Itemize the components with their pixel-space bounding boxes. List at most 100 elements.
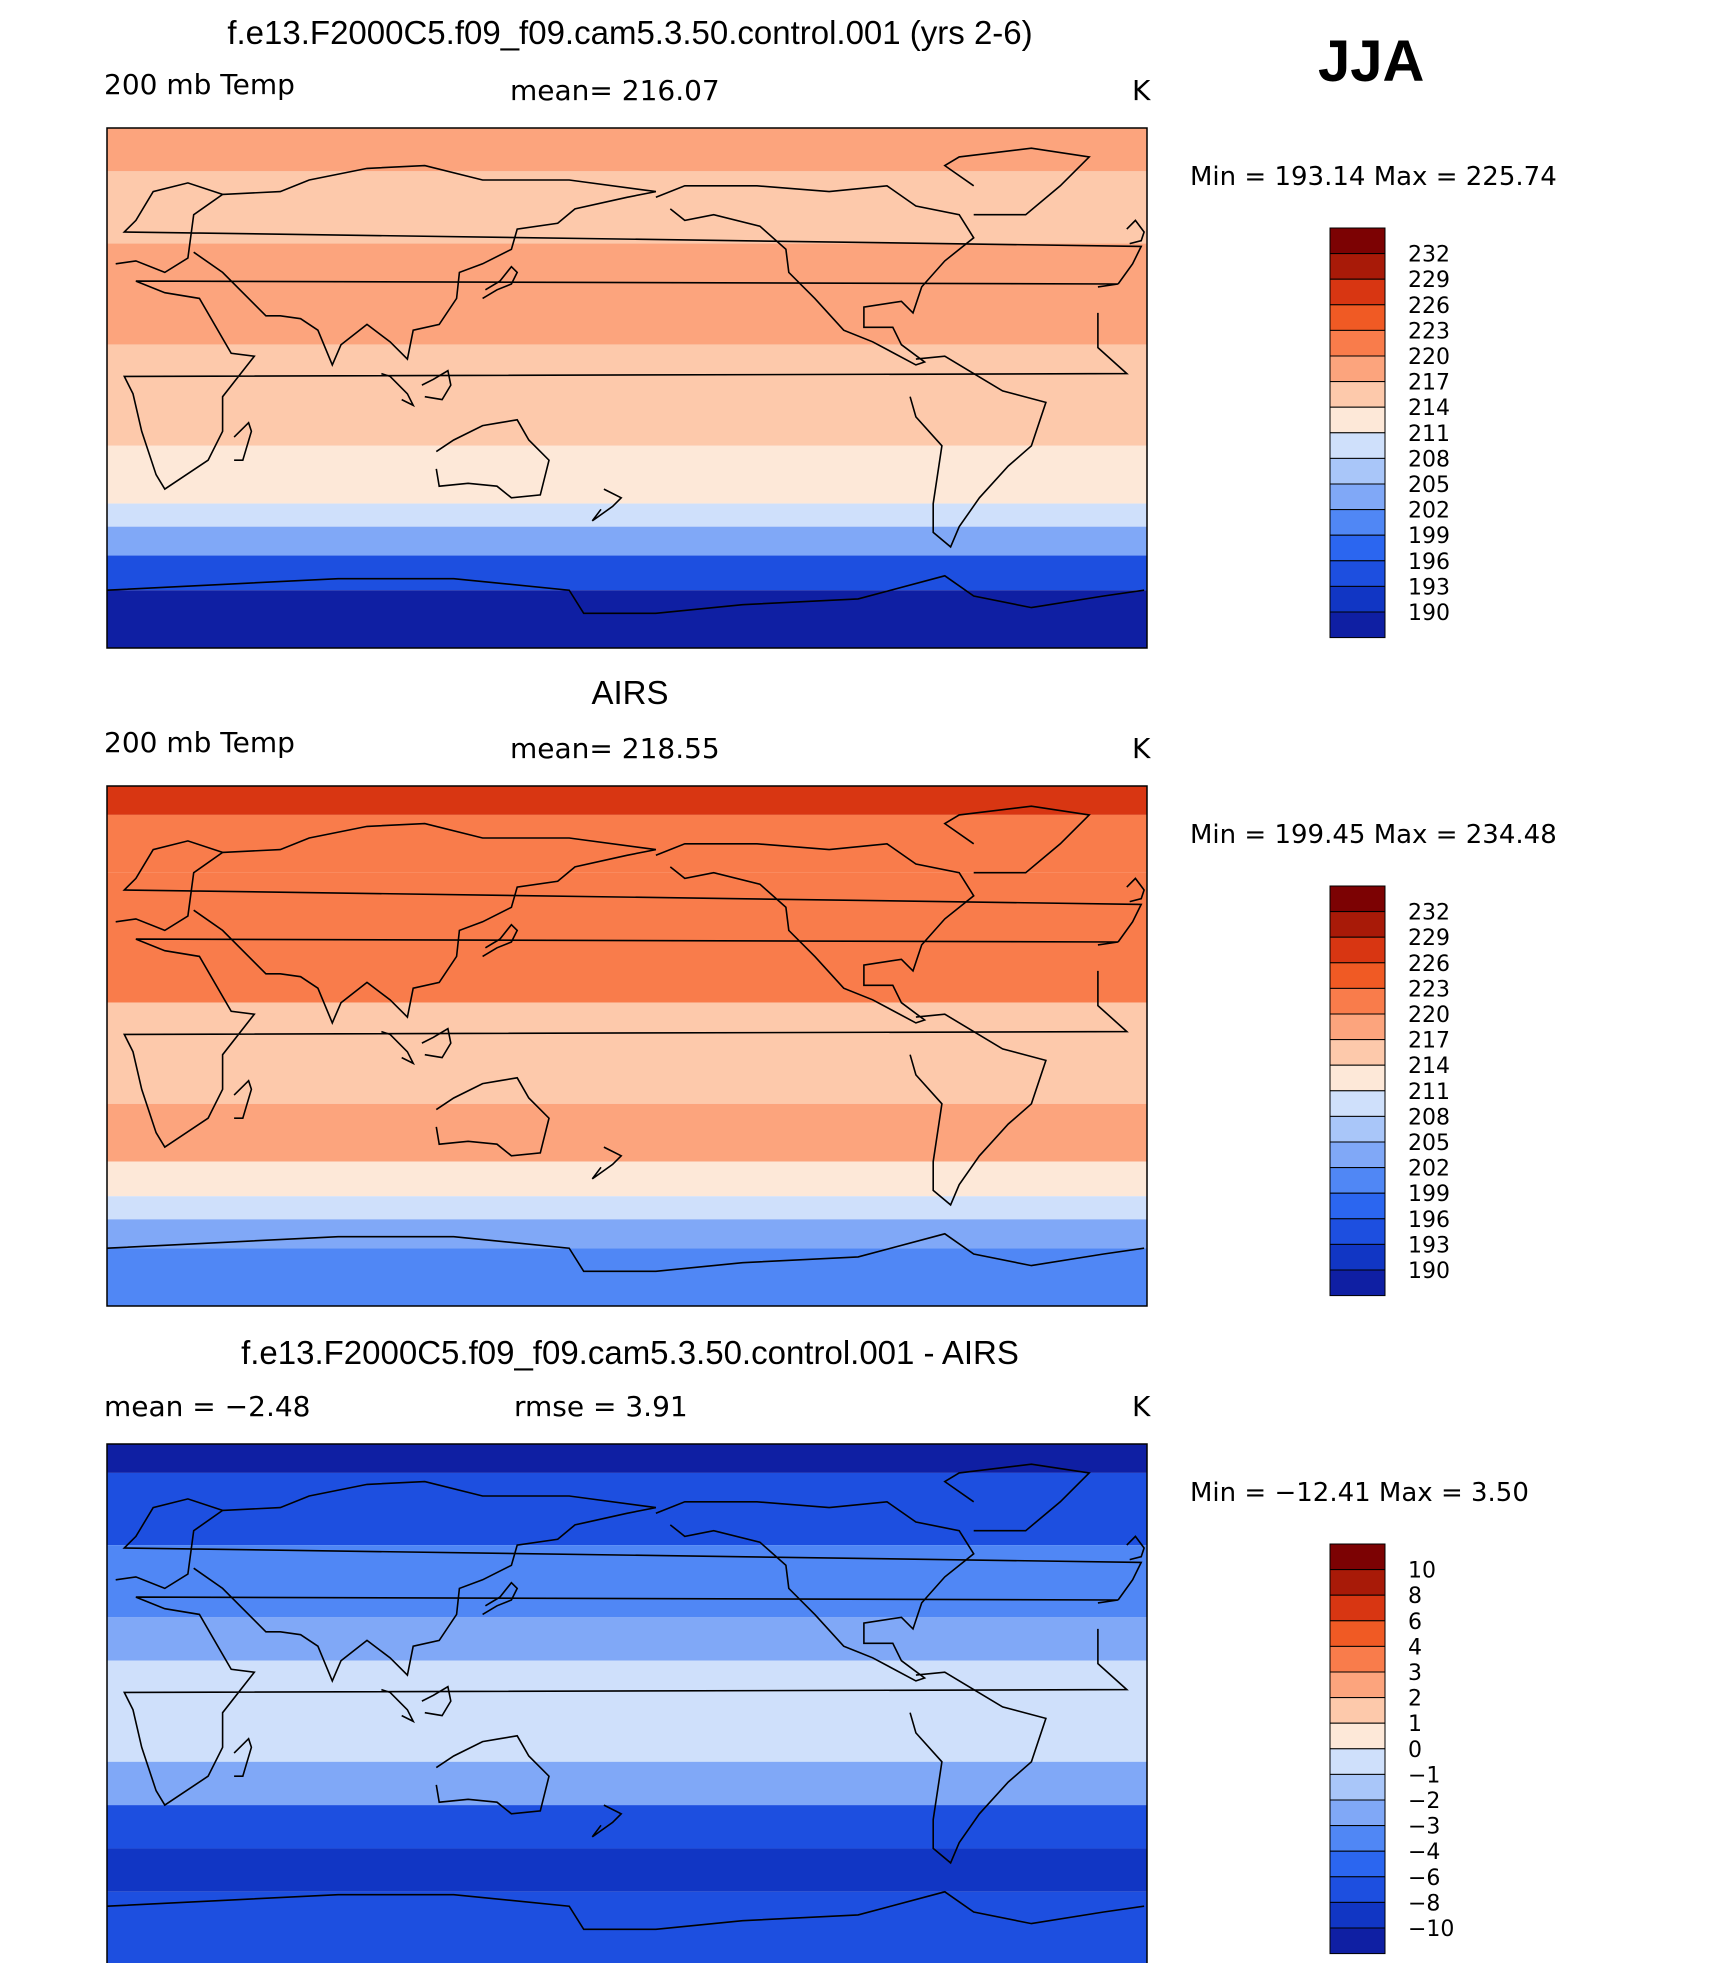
colorbar-swatch xyxy=(1329,1825,1386,1852)
coastline-11 xyxy=(591,1804,623,1838)
colorbar-label: 205 xyxy=(1408,473,1450,498)
colorbar-label: 8 xyxy=(1408,1584,1422,1609)
colorbar-label: 199 xyxy=(1408,524,1450,549)
panel-mean-obs: mean= 218.55 xyxy=(510,732,720,765)
coastline-8 xyxy=(482,265,519,300)
coastline-12 xyxy=(421,1027,452,1059)
colorbar-label: 2 xyxy=(1408,1687,1422,1712)
panel-units-diff: K xyxy=(1132,1390,1151,1423)
coastline-6 xyxy=(943,147,1091,216)
colorbar-swatch xyxy=(1329,560,1386,587)
panel-mean-model: mean= 216.07 xyxy=(510,74,720,107)
minmax-model: Min = 193.14 Max = 225.74 xyxy=(1190,162,1557,192)
colorbar-swatch xyxy=(1329,329,1386,357)
map-panel-obs xyxy=(106,785,1148,1307)
colorbar-swatch xyxy=(1329,1876,1386,1903)
coastline-13 xyxy=(381,1688,415,1724)
coastline-9 xyxy=(1126,219,1145,245)
map-band-6 xyxy=(107,1805,1147,1849)
colorbar-swatch xyxy=(1329,1192,1386,1220)
colorbar-label: −2 xyxy=(1408,1789,1440,1814)
colorbar-label: 202 xyxy=(1408,499,1450,524)
colorbar-label: 226 xyxy=(1408,952,1450,977)
map-band-8 xyxy=(107,1248,1147,1306)
panel-units-obs: K xyxy=(1132,732,1151,765)
colorbar-label: 211 xyxy=(1408,422,1450,447)
coastline-13 xyxy=(381,372,415,408)
colorbar-swatch xyxy=(1329,1671,1386,1699)
coastline-9 xyxy=(1126,877,1145,903)
colorbar-label: 208 xyxy=(1408,1105,1450,1130)
colorbar-swatch xyxy=(1329,885,1386,913)
map-band-5 xyxy=(107,1761,1147,1806)
map-band-8 xyxy=(107,590,1147,648)
coastline-4 xyxy=(655,842,975,1024)
minmax-diff: Min = −12.41 Max = 3.50 xyxy=(1190,1478,1529,1508)
coastline-9 xyxy=(1126,1535,1145,1561)
colorbar-swatch xyxy=(1329,962,1386,989)
coastline-3 xyxy=(435,1734,550,1815)
colorbar-model: 2322292262232202172142112082052021991961… xyxy=(1329,227,1450,639)
map-band-2 xyxy=(107,243,1147,345)
map-band-4 xyxy=(107,445,1147,504)
coastlines xyxy=(106,1463,1145,1931)
colorbar-label: 196 xyxy=(1408,550,1450,575)
colorbar-swatch xyxy=(1329,534,1386,562)
colorbar-swatch xyxy=(1329,1243,1386,1271)
colorbar-swatch xyxy=(1329,1722,1386,1750)
coastline-2 xyxy=(193,164,657,367)
colorbar-swatch xyxy=(1329,227,1386,255)
colorbar-swatch xyxy=(1329,1748,1386,1775)
coastline-7 xyxy=(106,1232,1145,1273)
map-band-6 xyxy=(107,526,1147,556)
coastline-1 xyxy=(115,1498,1143,1601)
map-frame xyxy=(106,1443,1148,1963)
colorbar-label: 226 xyxy=(1408,294,1450,319)
colorbar-swatch xyxy=(1329,1064,1386,1092)
map-band-3 xyxy=(107,1617,1147,1661)
coastline-8 xyxy=(482,923,519,958)
map-band-1 xyxy=(107,171,1147,244)
colorbar-label: 211 xyxy=(1408,1080,1450,1105)
panel-left-label-obs: 200 mb Temp xyxy=(104,726,295,759)
colorbar-label: 229 xyxy=(1408,926,1450,951)
colorbar-swatch xyxy=(1329,1773,1386,1801)
colorbar-label: −1 xyxy=(1408,1763,1440,1788)
coastline-4 xyxy=(655,184,975,366)
colorbar-swatch xyxy=(1329,611,1386,639)
colorbar-swatch xyxy=(1329,1620,1386,1647)
colorbar-swatch xyxy=(1329,1901,1386,1929)
coastline-10 xyxy=(233,1079,253,1119)
colorbar-label: 232 xyxy=(1408,901,1450,926)
colorbar-label: 220 xyxy=(1408,1003,1450,1028)
coastline-10 xyxy=(233,421,253,462)
colorbar-obs: 2322292262232202172142112082052021991961… xyxy=(1329,885,1450,1297)
coastline-12 xyxy=(421,1685,452,1717)
colorbar-label: 10 xyxy=(1408,1559,1436,1584)
map-band-1 xyxy=(107,1472,1147,1546)
colorbar-label: 190 xyxy=(1408,1259,1450,1284)
coastline-8 xyxy=(482,1581,519,1616)
map-band-8 xyxy=(107,1891,1147,1963)
coastline-4 xyxy=(655,1500,975,1682)
colorbar-swatch xyxy=(1329,911,1386,938)
map-band-0 xyxy=(107,786,1147,815)
colorbar-swatch xyxy=(1329,1569,1386,1596)
colorbar-swatch xyxy=(1329,1218,1386,1245)
colorbar-label: 220 xyxy=(1408,345,1450,370)
map-band-7 xyxy=(107,1219,1147,1249)
colorbar-label: 6 xyxy=(1408,1610,1422,1635)
colorbar-label: 232 xyxy=(1408,243,1450,268)
coastline-12 xyxy=(421,369,452,401)
colorbar-label: 193 xyxy=(1408,1233,1450,1258)
coastline-13 xyxy=(381,1030,415,1066)
colorbar-swatch xyxy=(1329,1850,1386,1878)
colorbar-swatch xyxy=(1329,355,1386,383)
colorbar-swatch xyxy=(1329,1013,1386,1041)
minmax-obs: Min = 199.45 Max = 234.48 xyxy=(1190,820,1557,850)
colorbar-swatch xyxy=(1329,278,1386,306)
colorbar-swatch xyxy=(1329,406,1386,434)
map-band-7 xyxy=(107,1848,1147,1892)
colorbar-label: 214 xyxy=(1408,396,1450,421)
